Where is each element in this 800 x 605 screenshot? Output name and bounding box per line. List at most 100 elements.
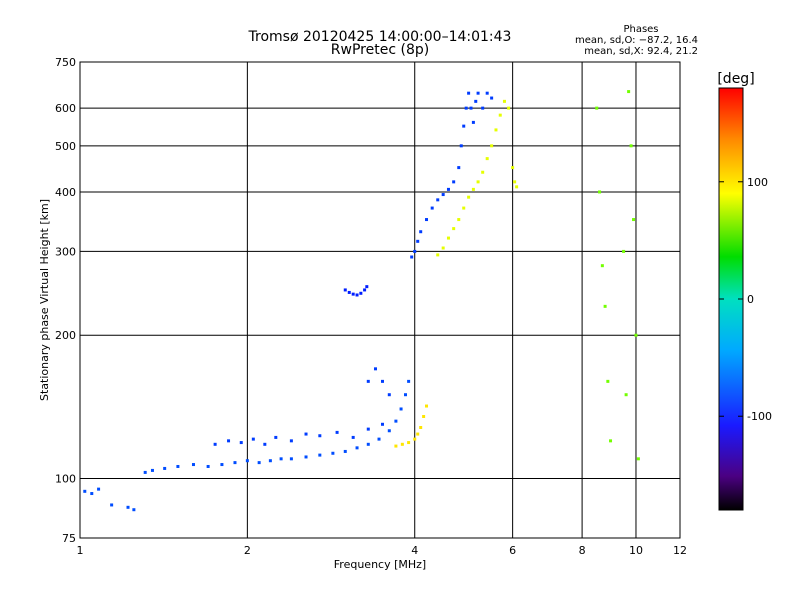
data-point <box>263 442 267 446</box>
data-point <box>471 120 475 124</box>
data-point <box>394 419 398 423</box>
y-tick-label: 75 <box>62 532 76 545</box>
data-point <box>279 457 283 461</box>
data-point <box>132 508 136 512</box>
x-tick-label: 6 <box>509 544 516 557</box>
data-point <box>632 218 636 222</box>
stats-line-o: mean, sd,O: −87.2, 16.4 <box>575 35 698 46</box>
y-tick-label: 750 <box>55 56 76 69</box>
data-point <box>257 461 261 465</box>
data-point <box>404 393 408 397</box>
data-point <box>90 492 94 496</box>
data-point <box>359 291 363 295</box>
x-ticks: 1 2 4 6 8 10 12 <box>77 544 688 557</box>
data-point <box>176 464 180 468</box>
data-point <box>416 432 420 436</box>
data-point <box>289 439 293 443</box>
data-point <box>387 429 391 433</box>
data-point <box>636 457 640 461</box>
data-point <box>220 463 224 467</box>
data-point <box>289 457 293 461</box>
chart-title: Tromsø 20120425 14:00:00–14:01:43 <box>248 29 512 45</box>
data-point <box>239 441 243 445</box>
data-point <box>318 434 322 438</box>
plot-area <box>79 61 681 539</box>
colorbar-label: [deg] <box>717 71 754 87</box>
colorbar-tick-label: 0 <box>747 293 754 306</box>
data-point <box>603 304 607 308</box>
data-point <box>629 144 633 148</box>
data-point <box>481 170 485 174</box>
data-point <box>399 407 403 411</box>
data-point <box>351 292 355 296</box>
data-point <box>425 404 429 408</box>
data-point <box>365 285 369 289</box>
data-point <box>380 422 384 426</box>
data-point <box>515 185 519 189</box>
data-point <box>227 439 231 443</box>
y-tick-label: 400 <box>55 186 76 199</box>
x-tick-label: 12 <box>673 544 687 557</box>
colorbar-tick-label: -100 <box>747 410 772 423</box>
data-point <box>490 144 494 148</box>
data-point <box>485 91 489 95</box>
data-point <box>413 249 417 253</box>
chart-subtitle: RwPretec (8p) <box>331 42 429 58</box>
data-point <box>416 239 420 243</box>
x-tick-label: 10 <box>629 544 643 557</box>
data-point <box>513 180 517 184</box>
data-point <box>419 425 423 429</box>
data-point <box>377 437 381 441</box>
data-point <box>143 470 147 474</box>
data-point <box>366 379 370 383</box>
data-point <box>452 180 456 184</box>
data-point <box>469 106 473 110</box>
stats-title: Phases <box>623 24 658 35</box>
data-point <box>459 144 463 148</box>
data-point <box>490 96 494 100</box>
data-point <box>476 91 480 95</box>
x-tick-label: 1 <box>77 544 84 557</box>
data-point <box>83 489 87 493</box>
data-point <box>366 442 370 446</box>
grid-lines <box>80 62 680 538</box>
data-point <box>441 246 445 250</box>
y-tick-label: 100 <box>55 473 76 486</box>
data-point <box>627 90 631 94</box>
colorbar-ticks: -100 0 100 <box>719 176 772 423</box>
data-point <box>502 99 506 103</box>
data-point <box>110 503 114 507</box>
data-point <box>335 430 339 434</box>
data-point <box>351 435 355 439</box>
data-point <box>366 427 370 431</box>
data-point <box>467 91 471 95</box>
data-point <box>268 459 272 463</box>
data-point <box>407 379 411 383</box>
data-point <box>481 106 485 110</box>
data-point <box>363 288 367 292</box>
x-tick-label: 8 <box>579 544 586 557</box>
data-point <box>400 442 404 446</box>
data-point <box>436 198 440 202</box>
data-point <box>624 393 628 397</box>
data-point <box>419 230 423 234</box>
data-point <box>425 218 429 222</box>
data-point <box>457 166 461 170</box>
data-point <box>233 461 237 465</box>
data-point <box>394 444 398 448</box>
data-point <box>452 227 456 231</box>
data-point <box>347 290 351 294</box>
data-point <box>355 293 359 297</box>
data-point <box>355 446 359 450</box>
y-tick-label: 600 <box>55 102 76 115</box>
y-tick-label: 300 <box>55 245 76 258</box>
y-ticks: 75 100 200 300 400 500 600 750 <box>55 56 76 545</box>
data-point <box>373 367 377 371</box>
data-point <box>485 157 489 161</box>
data-point <box>507 106 511 110</box>
stats-line-x: mean, sd,X: 92.4, 21.2 <box>584 46 698 57</box>
y-axis-label: Stationary phase Virtual Height [km] <box>38 199 51 401</box>
data-point <box>126 505 130 509</box>
data-point <box>436 253 440 257</box>
data-point <box>422 414 426 418</box>
